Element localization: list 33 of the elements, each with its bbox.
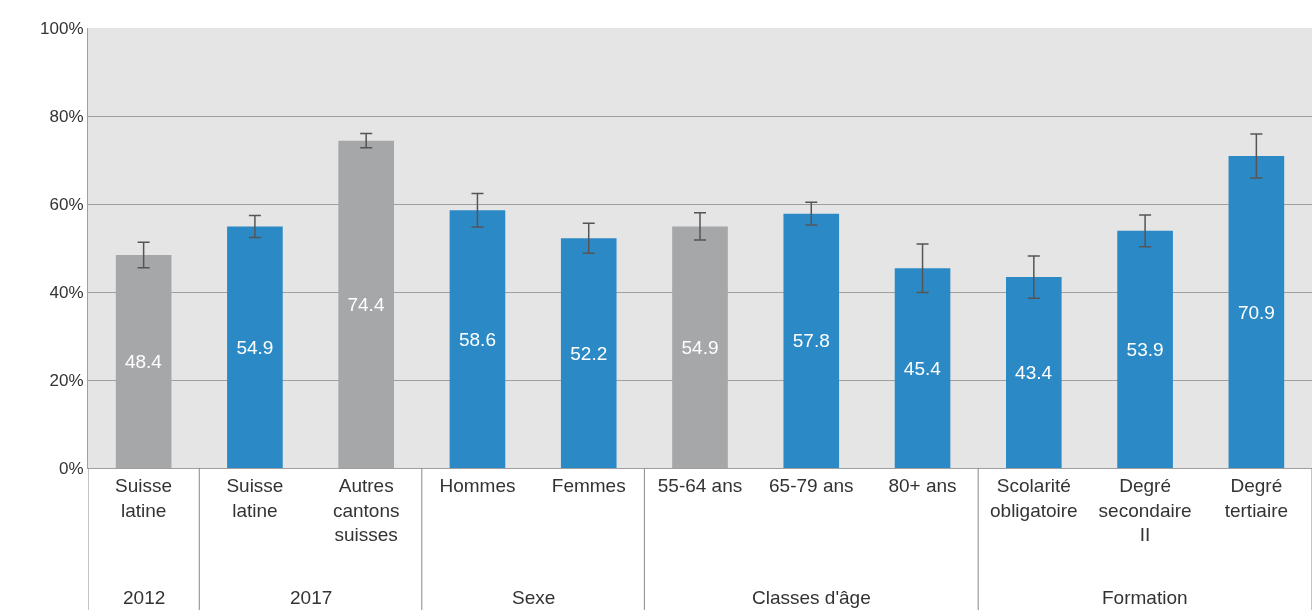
y-tick-label: 60% (49, 194, 84, 214)
data-label: 58.6 (458, 328, 496, 350)
data-label: 54.9 (236, 336, 274, 358)
y-tick-label: 80% (49, 106, 84, 126)
data-label: 53.9 (1126, 338, 1164, 360)
data-label: 74.4 (347, 293, 385, 315)
x-tick-label: Degré tertiaire (1224, 474, 1289, 521)
text: 2017 (290, 587, 333, 608)
x-tick-label: Hommes (439, 474, 516, 496)
x-tick-label: 55-64 ans (657, 474, 743, 496)
text: Sexe (512, 587, 556, 608)
data-label: 70.9 (1237, 301, 1275, 323)
data-label: 54.9 (681, 336, 719, 358)
data-label: 43.4 (1015, 362, 1053, 384)
data-label: 57.8 (792, 330, 830, 352)
x-tick-label: Autres cantons suisses (332, 474, 400, 546)
x-tick-label: Femmes (551, 474, 626, 496)
x-tick-label: Scolarité obligatoire (989, 474, 1078, 521)
x-tick-label: 65-79 ans (769, 474, 854, 496)
x-tick-label: 80+ ans (888, 474, 957, 496)
x-tick-label: Degré secondaire II (1098, 474, 1192, 546)
text: Formation (1102, 587, 1188, 608)
data-label: 45.4 (903, 357, 942, 379)
text: 2012 (123, 587, 166, 608)
y-tick-label: 20% (49, 370, 84, 390)
x-tick-label: Suisse latine (115, 474, 173, 521)
y-tick-label: 100% (40, 18, 84, 38)
y-tick-label: 0% (59, 458, 84, 478)
text: Classes d'âge (752, 587, 871, 608)
data-label: 52.2 (570, 342, 608, 364)
data-label: 48.4 (124, 351, 163, 373)
x-tick-label: Suisse latine (226, 474, 284, 521)
y-tick-label: 40% (49, 282, 84, 302)
